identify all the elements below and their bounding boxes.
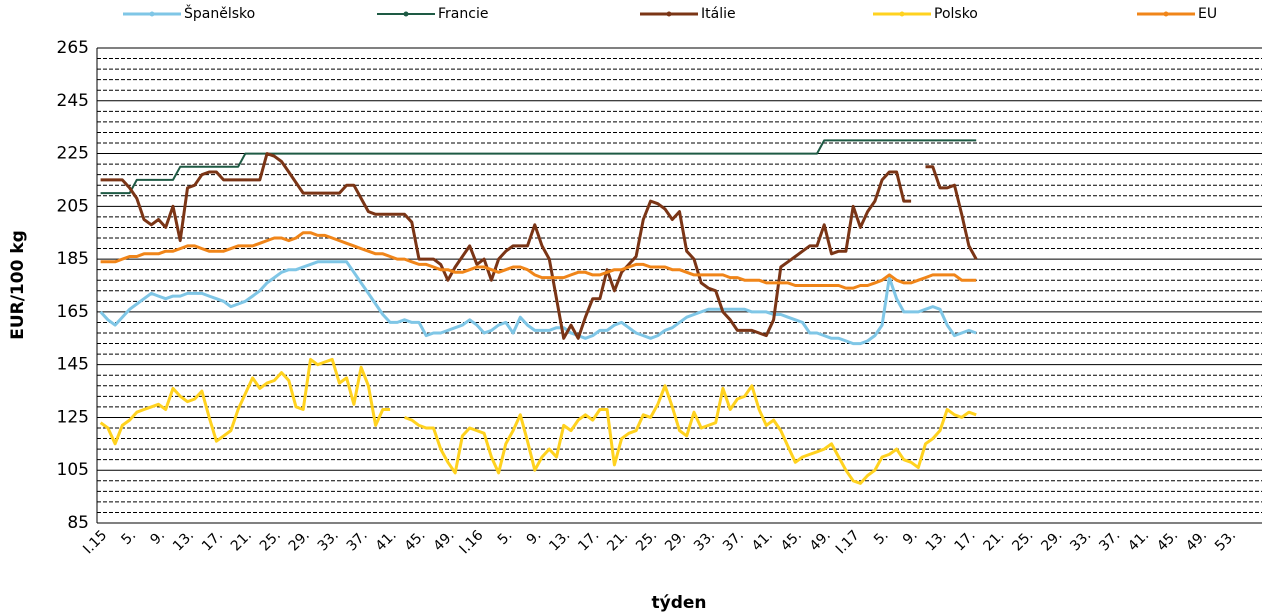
series-line — [99, 357, 977, 485]
x-tick-label: 13. — [170, 527, 197, 554]
y-tick-label: 185 — [57, 249, 89, 269]
x-tick-label: 29. — [662, 527, 689, 554]
legend-marker — [666, 11, 672, 17]
legend-marker — [1163, 11, 1169, 17]
y-tick-label: 145 — [57, 355, 89, 375]
x-tick-label: 37. — [344, 527, 371, 554]
x-tick-label: 41. — [373, 527, 400, 554]
x-tick-label: 21. — [604, 527, 631, 554]
x-tick-label: 33. — [315, 527, 342, 554]
x-tick-label: 17. — [199, 527, 226, 554]
x-tick-label: 17. — [952, 527, 979, 554]
y-tick-label: 225 — [57, 144, 89, 164]
x-tick-label: 33. — [1067, 527, 1094, 554]
x-axis-title: týden — [651, 593, 706, 613]
x-tick-label: I.16 — [457, 527, 487, 557]
x-tick-label: 5. — [495, 527, 516, 548]
legend-label: Itálie — [701, 6, 736, 22]
series-line — [99, 260, 977, 346]
y-tick-label: 85 — [67, 513, 89, 533]
y-tick-label: 105 — [57, 460, 89, 480]
x-tick-label: 25. — [257, 527, 284, 554]
x-tick-label: 25. — [633, 527, 660, 554]
y-tick-label: 265 — [57, 38, 89, 58]
x-tick-label: 37. — [1096, 527, 1123, 554]
x-tick-label: I.17 — [833, 527, 863, 557]
x-tick-label: 13. — [546, 527, 573, 554]
x-tick-label: 33. — [691, 527, 718, 554]
x-tick-label: 25. — [1009, 527, 1036, 554]
y-axis-title: EUR/100 kg — [8, 230, 28, 340]
legend-marker — [403, 11, 409, 17]
x-tick-label: 13. — [923, 527, 950, 554]
series-line — [100, 231, 977, 290]
x-tick-label: 41. — [1125, 527, 1152, 554]
legend-marker — [149, 11, 155, 17]
legend-label: Polsko — [934, 6, 978, 22]
x-tick-label: 45. — [402, 527, 429, 554]
x-tick-label: 29. — [1038, 527, 1065, 554]
y-tick-label: 165 — [57, 302, 89, 322]
x-tick-label: 21. — [228, 527, 255, 554]
x-tick-label: 45. — [778, 527, 805, 554]
x-tick-label: 5. — [118, 527, 139, 548]
x-tick-label: 5. — [871, 527, 892, 548]
x-tick-label: 29. — [286, 527, 313, 554]
x-tick-label: 9. — [147, 527, 168, 548]
x-tick-label: 49. — [1183, 527, 1210, 554]
x-tick-label: 9. — [900, 527, 921, 548]
x-tick-label: 45. — [1154, 527, 1181, 554]
x-tick-label: 53. — [1212, 527, 1239, 554]
series-line — [100, 152, 978, 340]
x-tick-label: 21. — [980, 527, 1007, 554]
legend-label: Francie — [438, 6, 488, 22]
x-tick-label: 49. — [431, 527, 458, 554]
legend-label: EU — [1198, 6, 1217, 22]
x-tick-label: 49. — [807, 527, 834, 554]
x-tick-label: 9. — [524, 527, 545, 548]
x-tick-label: 17. — [575, 527, 602, 554]
legend-marker — [899, 11, 905, 17]
x-tick-label: 41. — [749, 527, 776, 554]
y-tick-label: 245 — [57, 91, 89, 111]
legend-label: Španělsko — [184, 4, 255, 22]
y-tick-label: 125 — [57, 407, 89, 427]
series-line — [100, 139, 977, 195]
x-tick-label: 37. — [720, 527, 747, 554]
y-tick-label: 205 — [57, 196, 89, 216]
